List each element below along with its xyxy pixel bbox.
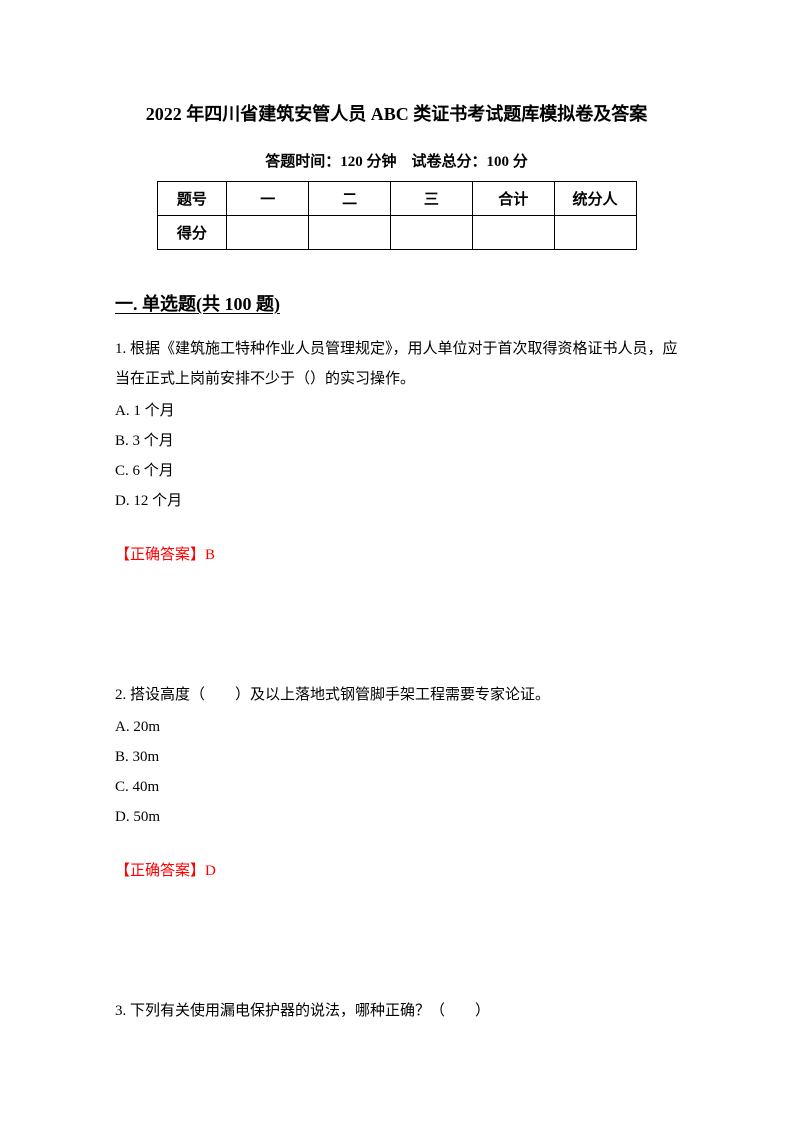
header-col2: 二 <box>309 182 391 216</box>
option-d: D. 12 个月 <box>115 486 678 516</box>
score-col3 <box>390 216 472 250</box>
score-col1 <box>227 216 309 250</box>
score-label: 得分 <box>157 216 227 250</box>
question-3: 3. 下列有关使用漏电保护器的说法，哪种正确？（ ） <box>115 996 678 1026</box>
score-col5 <box>554 216 636 250</box>
score-col2 <box>309 216 391 250</box>
exam-title: 2022 年四川省建筑安管人员 ABC 类证书考试题库模拟卷及答案 <box>115 100 678 126</box>
question-text: 2. 搭设高度（ ）及以上落地式钢管脚手架工程需要专家论证。 <box>115 680 678 710</box>
option-d: D. 50m <box>115 802 678 832</box>
table-row: 题号 一 二 三 合计 统分人 <box>157 182 636 216</box>
header-col3: 三 <box>390 182 472 216</box>
exam-subtitle: 答题时间：120 分钟 试卷总分：100 分 <box>115 150 678 171</box>
question-1: 1. 根据《建筑施工特种作业人员管理规定》，用人单位对于首次取得资格证书人员，应… <box>115 334 678 570</box>
question-text: 3. 下列有关使用漏电保护器的说法，哪种正确？（ ） <box>115 996 678 1026</box>
section-header: 一. 单选题(共 100 题) <box>115 290 678 316</box>
header-col1: 一 <box>227 182 309 216</box>
header-col5: 统分人 <box>554 182 636 216</box>
header-label: 题号 <box>157 182 227 216</box>
score-table: 题号 一 二 三 合计 统分人 得分 <box>157 181 637 250</box>
table-row: 得分 <box>157 216 636 250</box>
option-c: C. 40m <box>115 772 678 802</box>
option-a: A. 20m <box>115 712 678 742</box>
question-2: 2. 搭设高度（ ）及以上落地式钢管脚手架工程需要专家论证。 A. 20m B.… <box>115 680 678 886</box>
option-b: B. 3 个月 <box>115 426 678 456</box>
question-text: 1. 根据《建筑施工特种作业人员管理规定》，用人单位对于首次取得资格证书人员，应… <box>115 334 678 394</box>
score-col4 <box>472 216 554 250</box>
header-col4: 合计 <box>472 182 554 216</box>
answer: 【正确答案】D <box>115 856 678 886</box>
option-a: A. 1 个月 <box>115 396 678 426</box>
answer: 【正确答案】B <box>115 540 678 570</box>
option-c: C. 6 个月 <box>115 456 678 486</box>
option-b: B. 30m <box>115 742 678 772</box>
